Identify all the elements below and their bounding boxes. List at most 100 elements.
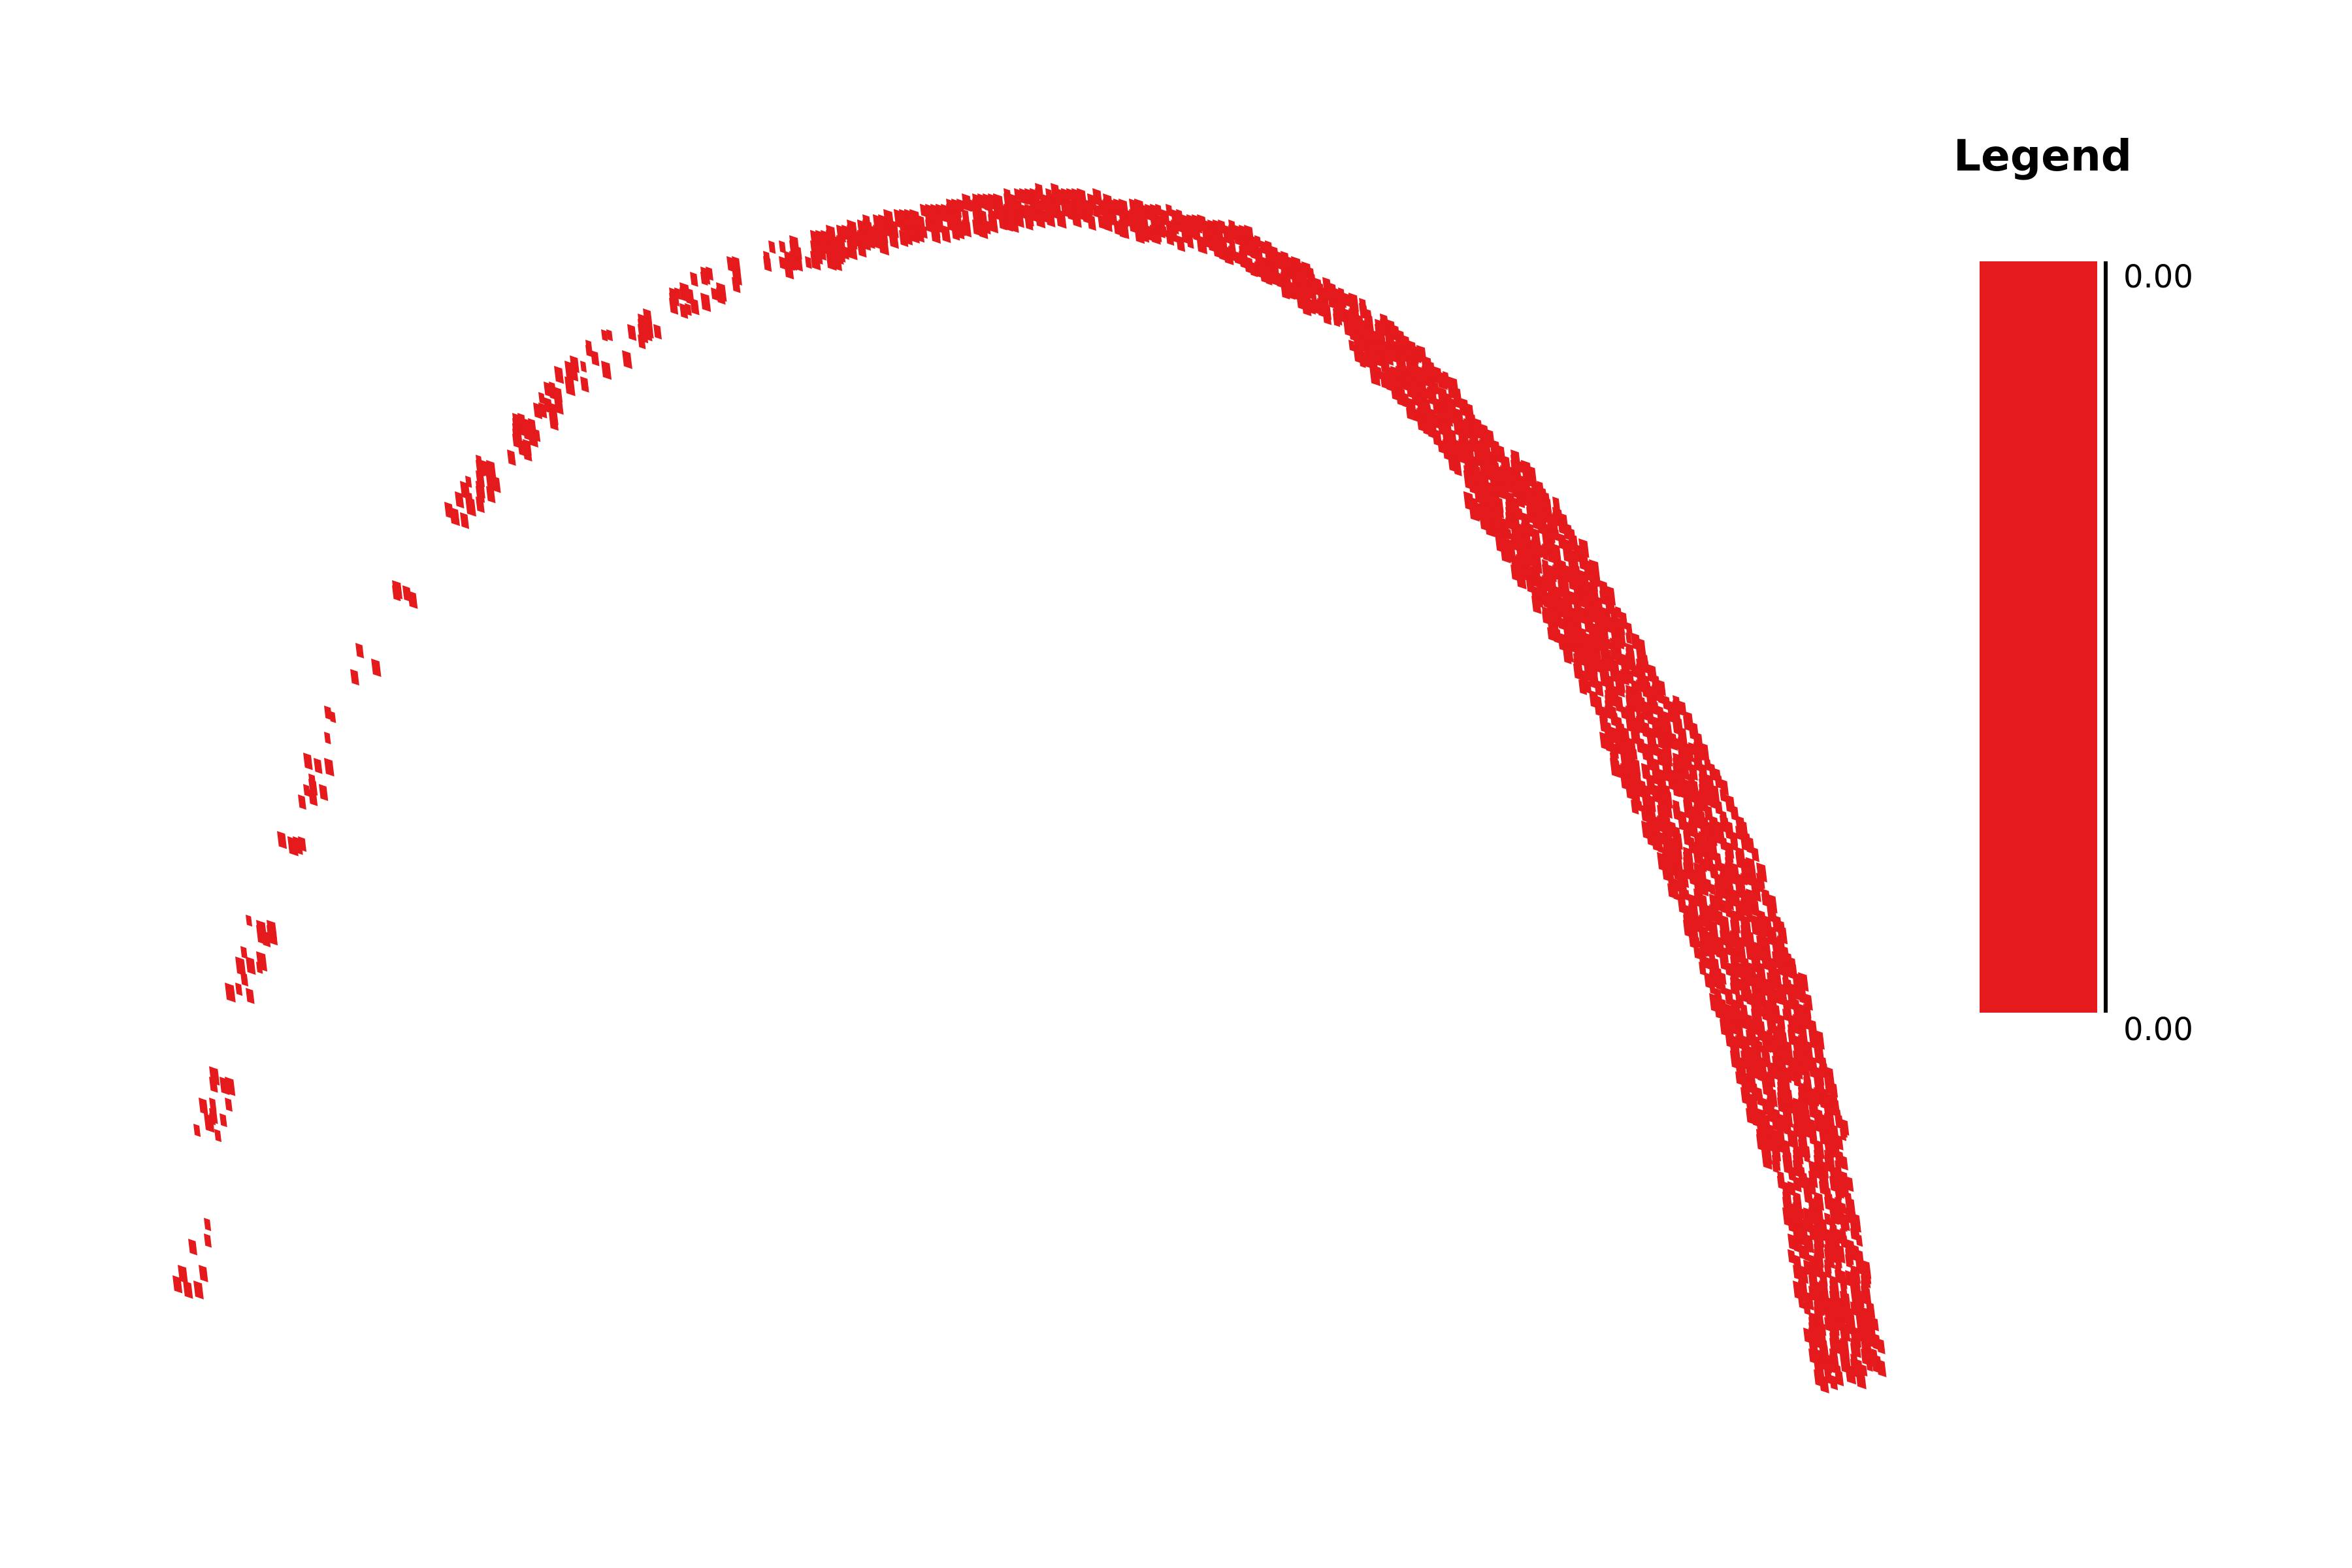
- heatmap-cell: [1699, 904, 1707, 918]
- heatmap-cell: [209, 1066, 220, 1086]
- heatmap-cell: [491, 476, 501, 493]
- heatmap-cell: [920, 225, 928, 239]
- heatmap-cell: [1176, 209, 1183, 222]
- heatmap-cell: [1819, 1270, 1826, 1283]
- heatmap-cell: [716, 282, 727, 302]
- heatmap-cell: [920, 204, 928, 218]
- heatmap-cell: [1725, 993, 1732, 1006]
- heatmap-cell: [826, 230, 834, 244]
- heatmap-cell: [308, 774, 316, 788]
- heatmap-cell: [1699, 747, 1706, 760]
- heatmap-cell: [1751, 847, 1759, 862]
- heatmap-cell: [460, 512, 470, 529]
- heatmap-cell: [1578, 632, 1586, 646]
- heatmap-cell: [1014, 188, 1021, 201]
- heatmap-cell: [627, 324, 637, 341]
- heatmap-cell: [517, 413, 526, 429]
- heatmap-cell: [1307, 282, 1316, 298]
- heatmap-cell: [1605, 721, 1612, 735]
- heatmap-cell: [1348, 340, 1356, 352]
- heatmap-cell: [1824, 1197, 1832, 1211]
- heatmap-cell: [1866, 1359, 1873, 1372]
- heatmap-cell: [580, 376, 589, 393]
- heatmap-cell: [209, 1098, 217, 1111]
- heatmap-cell: [1751, 904, 1758, 917]
- heatmap-cell: [1725, 1019, 1733, 1033]
- heatmap-cell: [1850, 1343, 1857, 1356]
- heatmap-cell: [1254, 235, 1262, 248]
- heatmap-cell: [1777, 1176, 1784, 1189]
- heatmap-cell: [1469, 481, 1476, 494]
- heatmap-cell: [1249, 246, 1257, 259]
- heatmap-cell: [554, 387, 563, 402]
- heatmap-cell: [1699, 831, 1707, 845]
- heatmap-cells: [172, 183, 1887, 1394]
- heatmap-cell: [1296, 261, 1304, 275]
- heatmap-cell: [1155, 230, 1162, 242]
- heatmap-cell: [1693, 946, 1701, 960]
- heatmap-cell: [246, 956, 256, 975]
- heatmap-cell: [1396, 376, 1403, 389]
- heatmap-cell: [862, 235, 872, 251]
- heatmap-cell: [1699, 915, 1706, 928]
- heatmap-cell: [1850, 1328, 1858, 1342]
- heatmap-cell: [1782, 1155, 1789, 1168]
- heatmap-cell: [1573, 664, 1580, 677]
- heatmap-cell: [925, 220, 932, 233]
- heatmap-cell: [1720, 972, 1727, 985]
- heatmap-cell: [983, 220, 991, 235]
- heatmap-cell: [319, 784, 329, 801]
- heatmap-cell: [1840, 1218, 1848, 1232]
- heatmap-cell: [1014, 199, 1023, 215]
- heatmap-cell: [1061, 204, 1069, 218]
- heatmap-cell: [1051, 193, 1062, 213]
- heatmap-cell: [1505, 528, 1512, 540]
- heatmap-cell: [1808, 1275, 1816, 1288]
- heatmap-cell: [601, 361, 612, 380]
- heatmap-cell: [225, 983, 236, 1003]
- heatmap-cell: [1552, 497, 1561, 511]
- heatmap-cell: [779, 256, 787, 270]
- heatmap-cell: [1469, 460, 1476, 472]
- heatmap-cell: [193, 1124, 201, 1137]
- heatmap-cell: [1171, 209, 1179, 223]
- heatmap-cell: [1558, 617, 1565, 630]
- heatmap-cell: [706, 267, 713, 281]
- heatmap-cell: [298, 794, 306, 810]
- heatmap-cell: [256, 920, 267, 940]
- heatmap-cell: [1855, 1233, 1863, 1247]
- heatmap-cell: [1652, 700, 1659, 714]
- heatmap-cell: [1819, 1181, 1827, 1196]
- heatmap-cell: [711, 287, 719, 301]
- heatmap-cell: [1725, 904, 1733, 919]
- heatmap-cell: [1239, 235, 1246, 248]
- heatmap-cell: [622, 350, 632, 369]
- heatmap-cell: [1673, 737, 1680, 750]
- heatmap-cell: [1615, 763, 1623, 777]
- heatmap-cell: [204, 1233, 212, 1248]
- heatmap-cell: [1835, 1150, 1842, 1164]
- heatmap-cell: [1620, 617, 1627, 630]
- heatmap-cell: [936, 220, 943, 233]
- heatmap-cell: [1673, 889, 1680, 901]
- heatmap-cell: [988, 214, 999, 234]
- heatmap-cell: [601, 329, 608, 342]
- heatmap-cell: [1375, 366, 1382, 380]
- heatmap-cell: [570, 355, 580, 374]
- heatmap-cell: [1166, 204, 1173, 218]
- heatmap-cell: [1803, 1249, 1810, 1262]
- heatmap-cell: [1594, 648, 1602, 662]
- heatmap-cell: [371, 659, 382, 678]
- heatmap-cell: [523, 439, 532, 456]
- heatmap-cell: [1197, 235, 1208, 255]
- heatmap-cell: [1840, 1328, 1848, 1342]
- heatmap-cell: [1803, 1150, 1810, 1163]
- heatmap-cell: [1840, 1155, 1848, 1171]
- heatmap-cell: [1840, 1291, 1847, 1304]
- heatmap-cell: [794, 246, 802, 260]
- heatmap-cell: [1270, 272, 1278, 286]
- heatmap-cell: [256, 951, 268, 972]
- heatmap-cell: [240, 946, 248, 959]
- heatmap-cell: [1364, 355, 1371, 368]
- heatmap-cell: [544, 397, 551, 410]
